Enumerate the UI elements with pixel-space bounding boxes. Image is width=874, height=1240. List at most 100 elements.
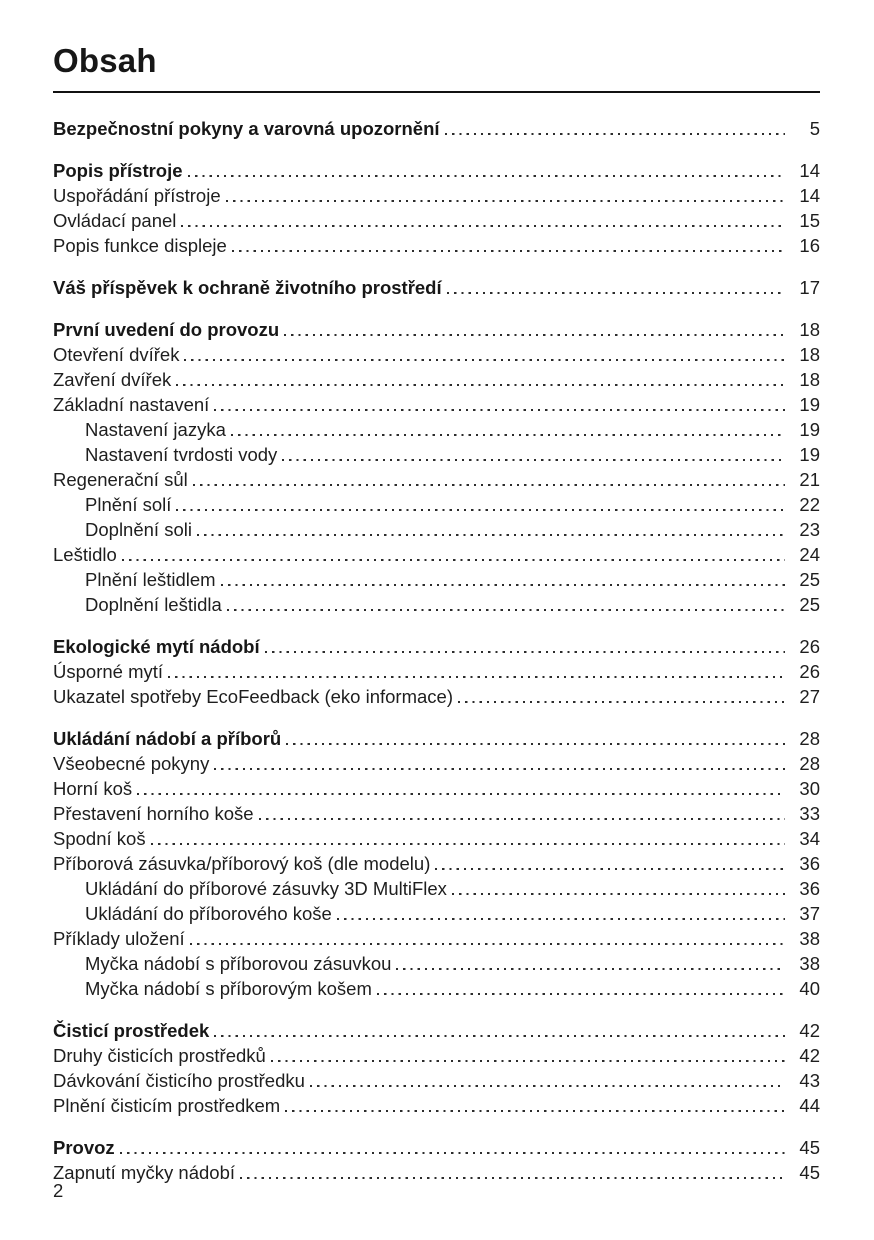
dot-leader bbox=[214, 1017, 785, 1043]
toc-entry-label: Myčka nádobí s příborovým košem bbox=[85, 977, 372, 999]
toc-entry: Popis přístroje 14 bbox=[53, 157, 820, 183]
toc-entry-label: Zapnutí myčky nádobí bbox=[53, 1161, 236, 1183]
toc-entry-page: 18 bbox=[799, 343, 820, 365]
toc-entry-label: Čisticí prostředek bbox=[53, 1019, 210, 1041]
toc-entry: Základní nastavení 19 bbox=[53, 391, 820, 417]
dot-leader bbox=[240, 1159, 785, 1185]
dot-leader bbox=[176, 491, 785, 517]
dot-leader bbox=[451, 875, 785, 901]
toc-entry-page: 36 bbox=[799, 852, 820, 874]
toc-entry-label: Ukládání do příborového koše bbox=[85, 902, 332, 924]
toc-entry-page: 26 bbox=[799, 660, 820, 682]
toc-entry-label: První uvedení do provozu bbox=[53, 318, 280, 340]
toc-entry-page: 19 bbox=[799, 393, 820, 415]
toc-entry: Plnění čisticím prostředkem 44 bbox=[53, 1092, 820, 1118]
dot-leader bbox=[258, 800, 785, 826]
toc-entry: Dávkování čisticího prostředku 43 bbox=[53, 1067, 820, 1093]
toc-entry: Provoz 45 bbox=[53, 1134, 820, 1160]
toc-entry: Nastavení tvrdosti vody 19 bbox=[53, 441, 820, 467]
toc-entry: Popis funkce displeje 16 bbox=[53, 232, 820, 258]
toc-entry: Doplnění leštidla 25 bbox=[53, 591, 820, 617]
toc-entry-label: Doplnění leštidla bbox=[85, 593, 222, 615]
toc-entry-label: Dávkování čisticího prostředku bbox=[53, 1069, 305, 1091]
dot-leader bbox=[286, 725, 785, 751]
toc-entry-label: Druhy čisticích prostředků bbox=[53, 1044, 266, 1066]
toc-entry: Ukazatel spotřeby EcoFeedback (eko infor… bbox=[53, 683, 820, 709]
toc-entry: Bezpečnostní pokyny a varovná upozornění… bbox=[53, 115, 820, 141]
toc-entry-page: 22 bbox=[799, 493, 820, 515]
toc-entry-label: Popis přístroje bbox=[53, 159, 183, 181]
dot-leader bbox=[196, 516, 785, 542]
toc-entry-label: Plnění leštidlem bbox=[85, 568, 216, 590]
dot-leader bbox=[119, 1134, 785, 1160]
toc-entry: Druhy čisticích prostředků 42 bbox=[53, 1042, 820, 1068]
toc-entry-label: Uspořádání přístroje bbox=[53, 184, 221, 206]
dot-leader bbox=[150, 825, 785, 851]
toc-entry: První uvedení do provozu 18 bbox=[53, 316, 820, 342]
toc-entry-label: Spodní koš bbox=[53, 827, 146, 849]
toc-entry-page: 5 bbox=[809, 117, 820, 139]
dot-leader bbox=[231, 232, 785, 258]
toc-entry-page: 28 bbox=[799, 727, 820, 749]
toc-entry-page: 25 bbox=[799, 568, 820, 590]
dot-leader bbox=[309, 1067, 785, 1093]
toc-entry-page: 14 bbox=[799, 184, 820, 206]
dot-leader bbox=[336, 900, 785, 926]
dot-leader bbox=[181, 207, 785, 233]
dot-leader bbox=[264, 633, 785, 659]
toc-entry: Příborová zásuvka/příborový koš (dle mod… bbox=[53, 850, 820, 876]
dot-leader bbox=[189, 925, 785, 951]
toc-entry-page: 19 bbox=[799, 443, 820, 465]
dot-leader bbox=[226, 591, 785, 617]
dot-leader bbox=[168, 658, 785, 684]
toc-entry: Myčka nádobí s příborovou zásuvkou 38 bbox=[53, 950, 820, 976]
toc-entry-label: Příklady uložení bbox=[53, 927, 185, 949]
footer-page-number: 2 bbox=[53, 1180, 64, 1201]
dot-leader bbox=[121, 541, 785, 567]
toc-entry: Ukládání do příborového koše 37 bbox=[53, 900, 820, 926]
toc-entry: Zapnutí myčky nádobí 45 bbox=[53, 1159, 820, 1185]
toc-entry-page: 28 bbox=[799, 752, 820, 774]
toc-entry-page: 14 bbox=[799, 159, 820, 181]
toc-entry-page: 23 bbox=[799, 518, 820, 540]
toc-entry-label: Bezpečnostní pokyny a varovná upozornění bbox=[53, 117, 440, 139]
toc-entry: Horní koš 30 bbox=[53, 775, 820, 801]
toc-entry-page: 16 bbox=[799, 234, 820, 256]
toc-entry-label: Plnění solí bbox=[85, 493, 172, 515]
page-title: Obsah bbox=[53, 42, 157, 79]
toc-entry: Čisticí prostředek 42 bbox=[53, 1017, 820, 1043]
toc-entry-page: 42 bbox=[799, 1044, 820, 1066]
toc-entry-page: 36 bbox=[799, 877, 820, 899]
toc-entry-label: Všeobecné pokyny bbox=[53, 752, 210, 774]
toc-entry: Spodní koš 34 bbox=[53, 825, 820, 851]
toc-entry-page: 38 bbox=[799, 927, 820, 949]
dot-leader bbox=[270, 1042, 785, 1068]
toc-entry-page: 44 bbox=[799, 1094, 820, 1116]
toc-entry-label: Nastavení jazyka bbox=[85, 418, 226, 440]
toc-entry: Příklady uložení 38 bbox=[53, 925, 820, 951]
toc-entry: Váš příspěvek k ochraně životního prostř… bbox=[53, 274, 820, 300]
dot-leader bbox=[458, 683, 785, 709]
toc-entry: Ukládání do příborové zásuvky 3D MultiFl… bbox=[53, 875, 820, 901]
page-content: Obsah Bezpečnostní pokyny a varovná upoz… bbox=[53, 0, 820, 1185]
toc-entry-page: 40 bbox=[799, 977, 820, 999]
toc-entry-page: 21 bbox=[799, 468, 820, 490]
toc-entry-label: Doplnění soli bbox=[85, 518, 192, 540]
dot-leader bbox=[282, 441, 785, 467]
toc-list: Bezpečnostní pokyny a varovná upozornění… bbox=[53, 115, 820, 1185]
dot-leader bbox=[225, 182, 785, 208]
toc-entry-label: Regenerační sůl bbox=[53, 468, 188, 490]
toc-entry: Plnění solí 22 bbox=[53, 491, 820, 517]
toc-entry: Přestavení horního koše 33 bbox=[53, 800, 820, 826]
toc-entry-page: 30 bbox=[799, 777, 820, 799]
dot-leader bbox=[214, 391, 785, 417]
dot-leader bbox=[192, 466, 785, 492]
dot-leader bbox=[137, 775, 785, 801]
toc-entry-page: 45 bbox=[799, 1161, 820, 1183]
toc-entry-label: Zavření dvířek bbox=[53, 368, 172, 390]
dot-leader bbox=[396, 950, 785, 976]
toc-entry-page: 26 bbox=[799, 635, 820, 657]
toc-entry: Myčka nádobí s příborovým košem 40 bbox=[53, 975, 820, 1001]
toc-entry-label: Plnění čisticím prostředkem bbox=[53, 1094, 281, 1116]
